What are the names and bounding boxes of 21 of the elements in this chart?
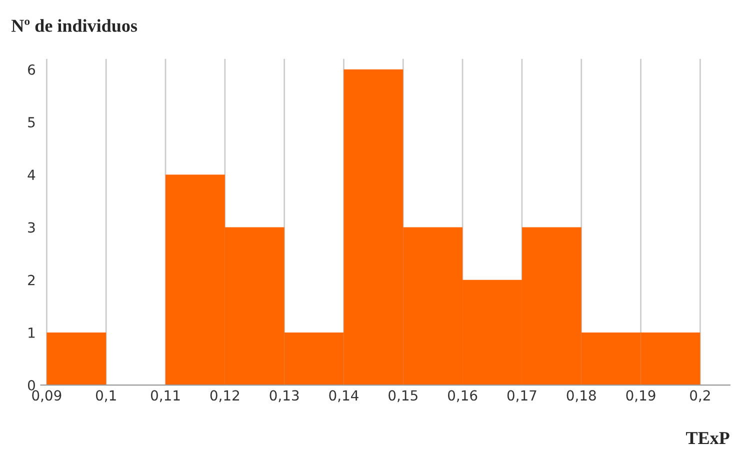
x-tick-label: 0,11 [150, 390, 180, 402]
x-tick-label: 0,1 [96, 390, 116, 402]
x-tick-label: 0,13 [270, 390, 299, 402]
x-tick-label: 0,2 [690, 390, 710, 402]
x-tick-label: 0,19 [626, 390, 656, 402]
x-tick-label: 0,17 [507, 390, 536, 402]
x-tick-label: 0,15 [388, 390, 418, 402]
x-axis-title: TExP [686, 432, 730, 444]
y-tick-label: 5 [28, 117, 35, 128]
y-tick-label: 3 [28, 222, 35, 233]
y-tick-label: 1 [28, 328, 35, 338]
x-tick-label: 0,18 [566, 390, 596, 402]
x-tick-label: 0,14 [329, 390, 358, 402]
y-tick-label: 4 [28, 170, 36, 180]
y-axis-title: Nº de individuos [11, 19, 138, 32]
x-tick-label: 0,09 [32, 390, 62, 402]
y-tick-label: 2 [28, 274, 35, 286]
y-tick-label: 6 [28, 64, 36, 75]
x-tick-label: 0,12 [210, 390, 239, 402]
x-tick-label: 0,16 [448, 390, 478, 402]
y-tick-label: 0 [28, 380, 35, 391]
